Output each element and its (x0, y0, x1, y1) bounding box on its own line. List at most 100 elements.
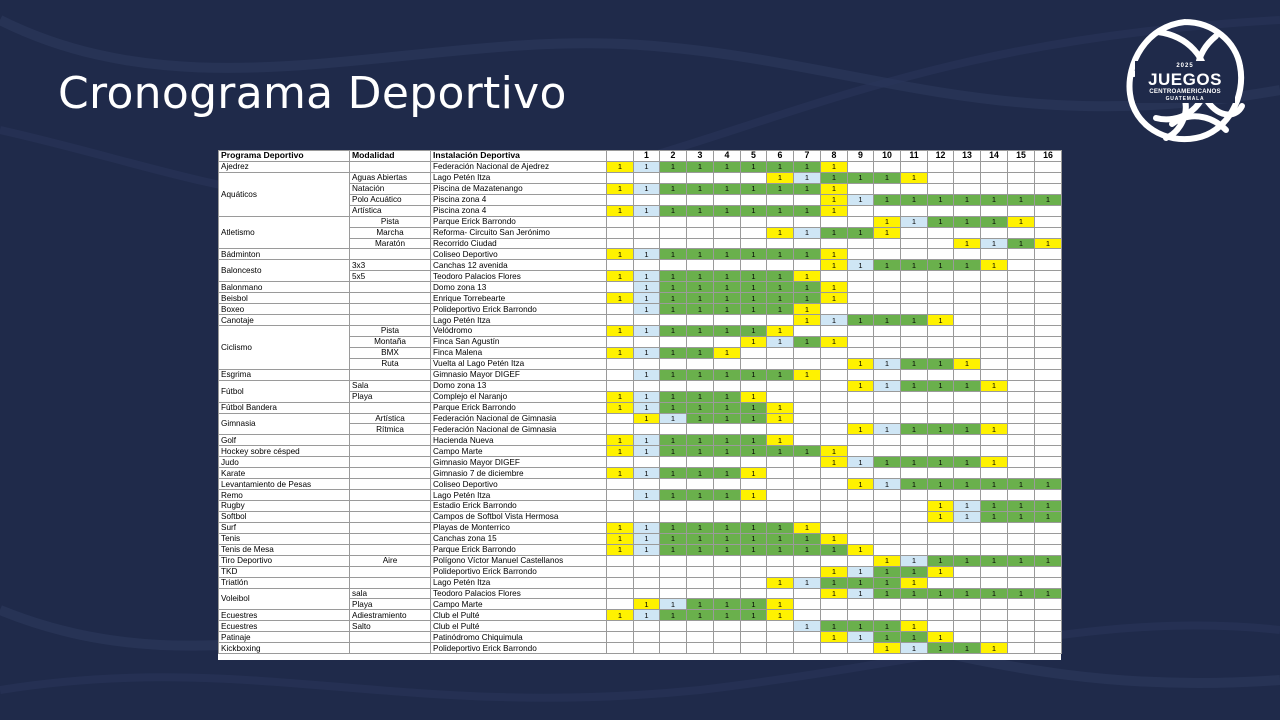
program-cell: Canotaje (218, 314, 350, 326)
event-day-cell: 1 (1007, 587, 1035, 600)
empty-day-cell (633, 631, 660, 644)
program-cell: Tenis de Mesa (218, 543, 350, 556)
event-day-cell: 1 (820, 171, 848, 184)
event-day-cell: 1 (900, 456, 928, 469)
empty-day-cell (1007, 259, 1035, 272)
empty-day-cell (873, 248, 901, 261)
empty-day-cell (873, 237, 901, 250)
empty-day-cell (633, 620, 660, 633)
modality-cell (349, 642, 431, 655)
empty-day-cell (980, 609, 1008, 622)
empty-day-cell (980, 248, 1008, 261)
empty-day-cell (740, 423, 767, 436)
empty-day-cell (686, 193, 714, 206)
venue-cell: Gimnasio Mayor DIGEF (430, 456, 607, 469)
empty-day-cell (606, 335, 634, 348)
event-day-cell: 1 (713, 182, 741, 195)
empty-day-cell (793, 412, 821, 425)
event-day-cell: 1 (659, 248, 687, 261)
empty-day-cell (1034, 182, 1062, 195)
event-day-cell: 1 (659, 160, 687, 173)
event-day-cell: 1 (686, 445, 714, 458)
empty-day-cell (686, 259, 714, 272)
event-day-cell: 1 (980, 423, 1008, 436)
empty-day-cell (873, 335, 901, 348)
empty-day-cell (766, 587, 794, 600)
modality-cell: Adiestramiento (349, 609, 431, 622)
empty-day-cell (847, 248, 874, 261)
event-day-cell: 1 (606, 204, 634, 217)
empty-day-cell (740, 510, 767, 523)
event-day-cell: 1 (686, 543, 714, 556)
empty-day-cell (659, 620, 687, 633)
event-day-cell: 1 (873, 576, 901, 589)
empty-day-cell (927, 598, 954, 611)
empty-day-cell (980, 390, 1008, 403)
schedule-row: Levantamiento de Pesas Coliseo Deportivo 1… (218, 478, 1062, 491)
empty-day-cell (953, 226, 981, 239)
modality-cell: Artística (349, 412, 431, 425)
event-day-cell: 1 (686, 521, 714, 534)
venue-cell: Polideportivo Erick Barrondo (430, 565, 607, 578)
modality-cell (349, 160, 431, 173)
day-header: 10 (873, 150, 901, 162)
empty-day-cell (686, 237, 714, 250)
empty-day-cell (873, 532, 901, 545)
event-day-cell: 1 (1007, 510, 1035, 523)
empty-day-cell (953, 346, 981, 359)
schedule-row: Canotaje Lago Petén Itza 1 1 1 1 1 1 (218, 314, 1062, 326)
venue-cell: Piscina de Mazatenango (430, 182, 607, 195)
event-day-cell: 1 (633, 368, 660, 381)
empty-day-cell (793, 467, 821, 480)
event-day-cell: 1 (793, 248, 821, 261)
program-cell: Golf (218, 434, 350, 447)
event-day-cell: 1 (633, 489, 660, 501)
event-day-cell: 1 (1034, 587, 1062, 600)
event-day-cell: 1 (659, 270, 687, 283)
event-day-cell: 1 (927, 631, 954, 644)
empty-day-cell (659, 226, 687, 239)
event-day-cell: 1 (873, 215, 901, 228)
empty-day-cell (1034, 543, 1062, 556)
empty-day-cell (927, 335, 954, 348)
event-day-cell: 1 (766, 576, 794, 589)
empty-day-cell (740, 171, 767, 184)
event-day-cell: 1 (766, 204, 794, 217)
day-header: 14 (980, 150, 1008, 162)
empty-day-cell (820, 521, 848, 534)
event-day-cell: 1 (633, 325, 660, 337)
empty-day-cell (1007, 325, 1035, 337)
empty-day-cell (713, 379, 741, 392)
event-day-cell: 1 (1034, 500, 1062, 512)
empty-day-cell (900, 412, 928, 425)
modality-cell (349, 401, 431, 414)
event-day-cell: 1 (713, 412, 741, 425)
event-day-cell: 1 (713, 401, 741, 414)
empty-day-cell (980, 335, 1008, 348)
day-header: 13 (953, 150, 981, 162)
event-day-cell: 1 (633, 182, 660, 195)
empty-day-cell (847, 401, 874, 414)
empty-day-cell (606, 489, 634, 501)
event-day-cell: 1 (633, 434, 660, 447)
empty-day-cell (1034, 532, 1062, 545)
event-day-cell: 1 (659, 598, 687, 611)
empty-day-cell (847, 500, 874, 512)
modality-cell (349, 368, 431, 381)
empty-day-cell (766, 510, 794, 523)
event-day-cell: 1 (766, 532, 794, 545)
venue-cell: Domo zona 13 (430, 379, 607, 392)
empty-day-cell (847, 182, 874, 195)
empty-day-cell (820, 325, 848, 337)
schedule-row: Remo Lago Petén Itza 1 1 1 1 1 (218, 489, 1062, 501)
empty-day-cell (847, 368, 874, 381)
event-day-cell: 1 (606, 532, 634, 545)
empty-day-cell (1034, 521, 1062, 534)
event-day-cell: 1 (820, 543, 848, 556)
venue-cell: Velódromo (430, 325, 607, 337)
event-day-cell: 1 (927, 357, 954, 370)
empty-day-cell (633, 193, 660, 206)
empty-day-cell (793, 434, 821, 447)
empty-day-cell (980, 325, 1008, 337)
event-day-cell: 1 (1007, 215, 1035, 228)
